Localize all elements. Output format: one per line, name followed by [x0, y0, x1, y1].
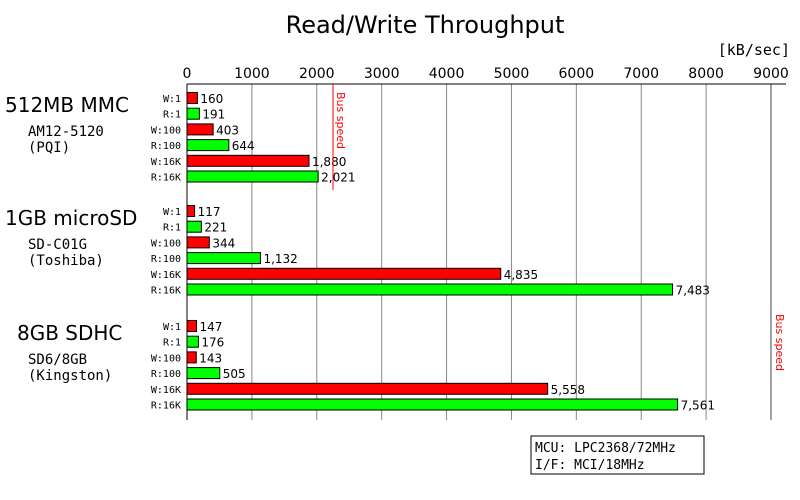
- category-label: R:100: [151, 369, 181, 380]
- write-bar: [186, 205, 196, 217]
- x-tick-label: 3000: [364, 66, 400, 82]
- data-label: 1,132: [263, 252, 297, 266]
- group-name: 1GB microSD: [5, 206, 137, 230]
- category-label: W:16K: [151, 385, 181, 396]
- data-label: 7,561: [681, 399, 715, 413]
- device-model: SD6/8GB: [28, 352, 87, 368]
- read-bar: [186, 335, 199, 348]
- data-label: 644: [232, 139, 255, 153]
- category-label: R:1: [163, 223, 181, 234]
- category-label: W:16K: [151, 157, 181, 168]
- data-label: 191: [202, 108, 225, 122]
- data-label: 403: [216, 123, 239, 137]
- group-name: 512MB MMC: [5, 93, 129, 117]
- bus-speed-label: Bus speed: [334, 92, 347, 149]
- read-bar: [186, 398, 679, 411]
- write-bar: [186, 154, 310, 167]
- device-maker: (PQI): [28, 140, 70, 156]
- category-label: R:100: [151, 141, 181, 152]
- chart-title: Read/Write Throughput: [286, 11, 565, 39]
- write-bar: [186, 92, 198, 104]
- read-bar: [186, 139, 230, 152]
- write-bar: [186, 267, 502, 280]
- category-label: W:100: [151, 125, 181, 136]
- category-label: W:100: [151, 238, 181, 249]
- x-tick-label: 7000: [623, 66, 659, 82]
- read-bar: [186, 252, 261, 265]
- device-model: SD-C01G: [28, 237, 87, 253]
- write-bar: [186, 236, 210, 249]
- x-tick-label: 9000: [753, 66, 789, 82]
- write-bar: [186, 351, 197, 364]
- data-label: 344: [212, 236, 235, 250]
- category-label: W:1: [163, 94, 181, 105]
- device-model: AM12-5120: [28, 124, 104, 140]
- write-bar: [186, 382, 549, 395]
- data-label: 117: [198, 205, 221, 219]
- category-label: R:1: [163, 338, 181, 349]
- category-label: R:16K: [151, 401, 181, 412]
- write-bar: [186, 320, 198, 332]
- x-tick-label: 6000: [559, 66, 595, 82]
- category-label: W:1: [163, 322, 181, 333]
- category-label: W:100: [151, 353, 181, 364]
- device-maker: (Toshiba): [28, 253, 104, 269]
- read-bar: [186, 283, 674, 296]
- category-label: R:16K: [151, 173, 181, 184]
- category-label: W:16K: [151, 270, 181, 281]
- category-label: R:16K: [151, 286, 181, 297]
- x-tick-label: 2000: [299, 66, 335, 82]
- note-box: MCU: LPC2368/72MHz I/F: MCI/18MHz: [530, 435, 705, 475]
- sd-bus-speed-label: Bus speed: [773, 314, 786, 371]
- x-tick-label: 8000: [688, 66, 724, 82]
- device-maker: (Kingston): [28, 368, 112, 384]
- x-tick-label: 4000: [429, 66, 465, 82]
- note-line-2: I/F: MCI/18MHz: [535, 458, 645, 473]
- data-label: 176: [201, 336, 224, 350]
- x-tick-label: 1000: [234, 66, 270, 82]
- note-line-1: MCU: LPC2368/72MHz: [535, 441, 676, 456]
- data-label: 2,021: [321, 171, 355, 185]
- data-label: 7,483: [676, 284, 710, 298]
- group-name: 8GB SDHC: [17, 321, 122, 345]
- data-label: 221: [204, 221, 227, 235]
- data-label: 505: [223, 367, 246, 381]
- write-bar: [186, 123, 214, 136]
- read-bar: [186, 107, 200, 120]
- category-label: W:1: [163, 207, 181, 218]
- data-label: 1,880: [312, 155, 346, 169]
- x-tick-label: 5000: [494, 66, 530, 82]
- data-label: 160: [200, 92, 223, 106]
- data-label: 4,835: [504, 268, 538, 282]
- x-tick-label: 0: [183, 66, 192, 82]
- data-label: 143: [199, 351, 222, 365]
- data-label: 5,558: [551, 383, 585, 397]
- category-label: R:100: [151, 254, 181, 265]
- unit-label: [kB/sec]: [718, 41, 790, 59]
- data-label: 147: [200, 320, 223, 334]
- read-bar: [186, 170, 319, 183]
- read-bar: [186, 367, 221, 380]
- read-bar: [186, 220, 202, 233]
- category-label: R:1: [163, 110, 181, 121]
